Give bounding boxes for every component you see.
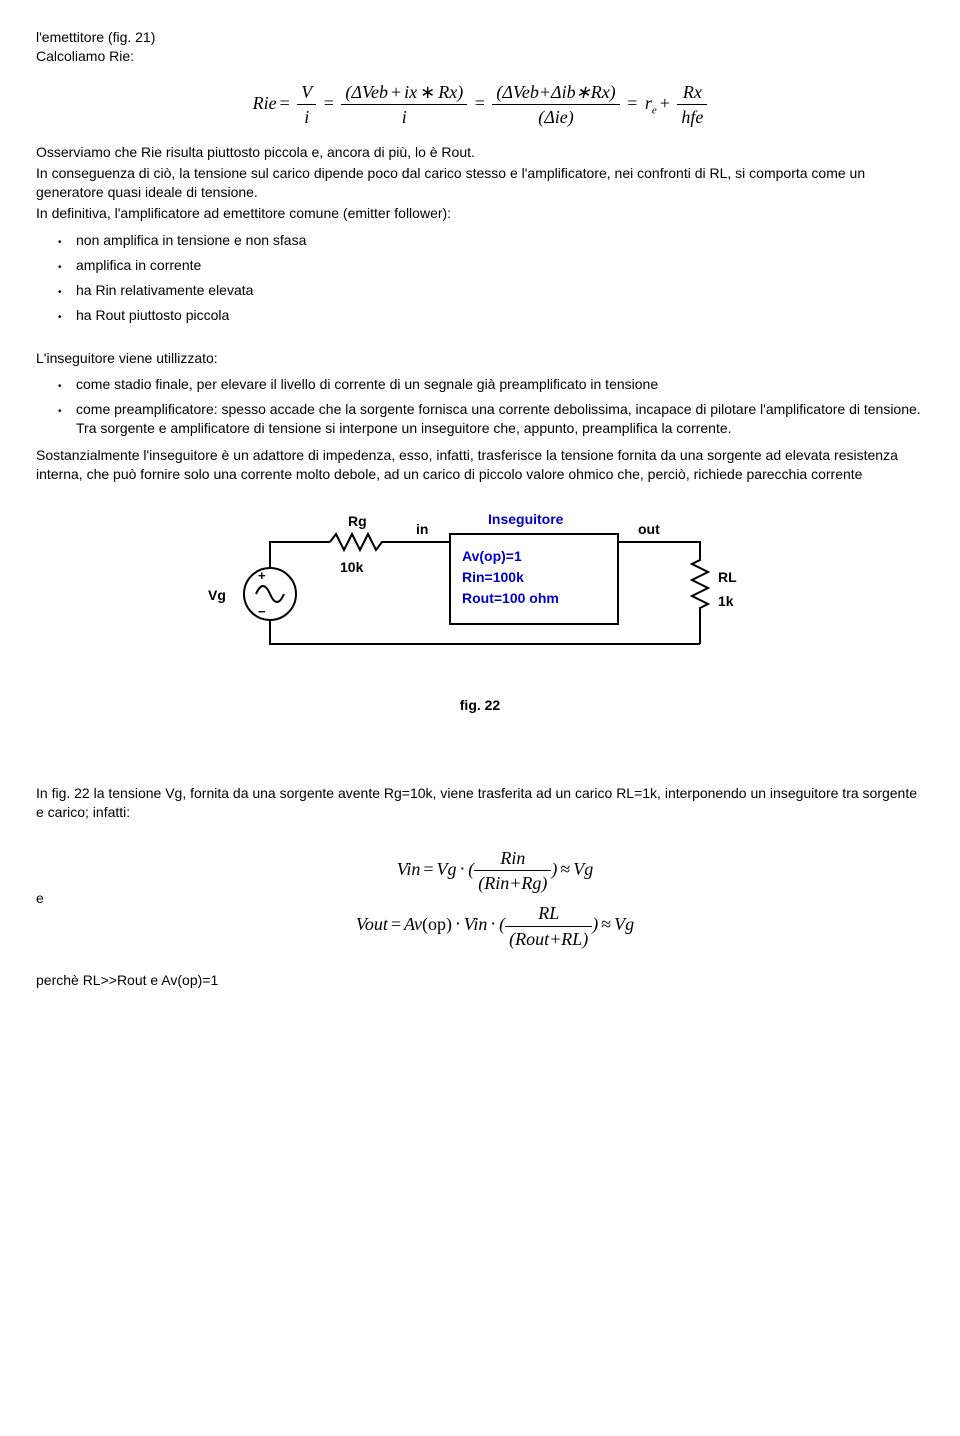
p: ΔVeb (351, 82, 388, 102)
la3: ha Rout piuttosto piccola (76, 306, 924, 325)
f1d1: i (297, 105, 316, 129)
svg-text:−: − (258, 604, 266, 619)
label-box-title: Inseguitore (488, 510, 563, 529)
circuit-fig22: + − Vg Rg 10k in Inseguitore Av(op)=1 Ri… (200, 514, 760, 714)
f1d2: i (341, 105, 467, 129)
dd: (Rout+RL) (505, 927, 592, 951)
label-rl: RL (718, 568, 737, 587)
op: (op) (422, 914, 452, 934)
n: RL (505, 901, 592, 926)
p: + (388, 82, 404, 102)
av: Av (404, 914, 422, 934)
re: r (645, 93, 652, 113)
e-label: e (36, 889, 66, 908)
lb1: come preamplificatore: spesso accade che… (76, 400, 924, 438)
r: Vg (573, 859, 593, 879)
f2l: Vin (397, 859, 421, 879)
f1d3: (Δie) (492, 105, 619, 129)
label-in: in (416, 520, 428, 539)
label-10k: 10k (340, 558, 363, 577)
f1n1: V (297, 80, 316, 105)
la0: non amplifica in tensione e non sfasa (76, 231, 924, 250)
formula-rie: Rie= Vi = (ΔVeb+ix∗Rx)i = (ΔVeb+Δib∗Rx)(… (36, 80, 924, 130)
label-vg: Vg (208, 586, 226, 605)
f1rd: hfe (677, 105, 707, 129)
para5: Sostanzialmente l'inseguitore è un adatt… (36, 446, 924, 484)
eq2: = (321, 93, 337, 113)
d1: ⋅ (452, 914, 464, 934)
eq: = (420, 859, 436, 879)
p: ix (404, 82, 417, 102)
para4: L'inseguitore viene utillizzato: (36, 349, 924, 368)
line-calcoliamo: Calcoliamo Rie: (36, 47, 924, 66)
f3l: Vout (356, 914, 388, 934)
eq: = (388, 914, 404, 934)
list-a: non amplifica in tensione e non sfasa am… (36, 231, 924, 325)
vin: Vin (464, 914, 488, 934)
f1n3: (ΔVeb+Δib∗Rx) (492, 80, 619, 105)
circuit-svg: + − (200, 514, 760, 714)
ap: ≈ (557, 859, 573, 879)
eq3: = (472, 93, 488, 113)
box-line1: Av(op)=1 (462, 546, 559, 567)
p: ) (457, 82, 463, 102)
para2: In conseguenza di ciò, la tensione sul c… (36, 164, 924, 202)
p: Rx (438, 82, 457, 102)
la2: ha Rin relativamente elevata (76, 281, 924, 300)
formula-vout: Vout=Av(op)⋅Vin⋅(RL(Rout+RL))≈Vg (66, 901, 924, 951)
ap: ≈ (598, 914, 614, 934)
f1-lhs: Rie (253, 93, 277, 113)
list-b: come stadio finale, per elevare il livel… (36, 375, 924, 438)
formula-vin: Vin=Vg⋅(Rin(Rin+Rg))≈Vg (66, 846, 924, 896)
lb0: come stadio finale, per elevare il livel… (76, 375, 924, 394)
fig-caption: fig. 22 (200, 696, 760, 715)
r: Vg (614, 914, 634, 934)
label-rg: Rg (348, 512, 367, 531)
eq1: = (277, 93, 293, 113)
last-line: perchè RL>>Rout e Av(op)=1 (36, 971, 924, 990)
p: ∗ (417, 82, 438, 102)
n: Rin (474, 846, 551, 871)
box-line2: Rin=100k (462, 567, 559, 588)
para3: In definitiva, l'amplificatore ad emetti… (36, 204, 924, 223)
box-line3: Rout=100 ohm (462, 588, 559, 609)
vg: Vg (437, 859, 457, 879)
d2x: ⋅ (487, 914, 499, 934)
label-out: out (638, 520, 660, 539)
para6: In fig. 22 la tensione Vg, fornita da un… (36, 784, 924, 822)
svg-text:+: + (258, 568, 266, 583)
d2: (Rin+Rg) (474, 871, 551, 895)
para1: Osserviamo che Rie risulta piuttosto pic… (36, 143, 924, 162)
plus: + (657, 93, 673, 113)
eq4: = (624, 93, 640, 113)
f1n2: (ΔVeb+ix∗Rx) (341, 80, 467, 105)
f1rn: Rx (677, 80, 707, 105)
d: ⋅ (457, 859, 469, 879)
la1: amplifica in corrente (76, 256, 924, 275)
line-emettitore: l'emettitore (fig. 21) (36, 28, 924, 47)
label-1k: 1k (718, 592, 734, 611)
